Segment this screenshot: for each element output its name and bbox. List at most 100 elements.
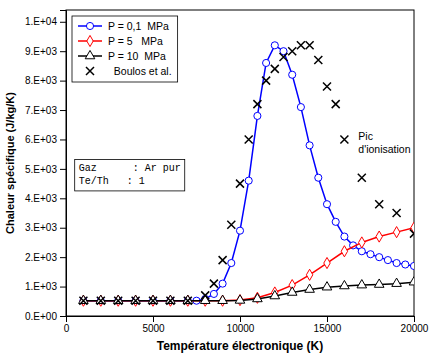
y-tick-label: 0.E+00 — [25, 311, 57, 322]
data-point — [393, 209, 401, 217]
data-point — [297, 41, 305, 49]
legend-label: Boulos et al. — [108, 65, 172, 77]
legend: P = 0,1 MPa P = 5 MPa P = 10 MPa Boulos et… — [72, 16, 178, 82]
data-point — [245, 135, 253, 143]
data-point — [210, 290, 217, 297]
x-tick: 15000 — [314, 316, 342, 334]
data-point — [332, 218, 339, 225]
y-tick-label: 9.E+03 — [25, 46, 57, 57]
data-point — [323, 201, 330, 208]
y-tick-mark — [60, 81, 66, 82]
data-point — [210, 280, 218, 288]
data-point — [367, 251, 374, 258]
data-point — [228, 259, 235, 266]
data-point — [358, 174, 366, 182]
y-tick-label: 5.E+03 — [25, 164, 57, 175]
data-point — [149, 297, 157, 305]
data-point — [340, 280, 350, 288]
legend-item: Boulos et al. — [86, 65, 172, 77]
legend-items: P = 0,1 MPa P = 5 MPa P = 10 MPa Boulos et… — [78, 20, 172, 77]
legend-marker — [86, 22, 93, 29]
data-point — [219, 256, 227, 264]
y-tick-label: 6.E+03 — [25, 134, 57, 145]
info-box-frame — [75, 159, 185, 191]
y-tick: 8.E+03 — [25, 75, 66, 86]
data-point — [340, 135, 348, 143]
y-tick: 5.E+03 — [25, 164, 66, 175]
series — [80, 222, 414, 306]
x-tick-label: 20000 — [401, 323, 429, 334]
y-tick-mark — [60, 198, 66, 199]
x-axis-title: Température électronique (K) — [157, 339, 323, 353]
data-point — [305, 284, 315, 292]
y-tick-label: 1.E+03 — [25, 281, 57, 292]
series-line — [83, 228, 414, 301]
y-tick-label: 4.E+03 — [25, 193, 57, 204]
x-axis-line — [67, 317, 415, 323]
data-point — [315, 174, 322, 181]
data-point — [245, 177, 252, 184]
y-tick: 3.E+03 — [25, 222, 66, 233]
y-tick-mark — [60, 257, 66, 258]
data-point — [322, 282, 332, 290]
data-point — [263, 59, 270, 66]
info-box-text: Gaz : Ar purTe/Th : 1 — [79, 163, 181, 187]
y-tick: 1.E+03 — [25, 281, 66, 292]
y-tick-label: 7.E+03 — [25, 105, 57, 116]
data-point — [184, 297, 192, 305]
data-point — [375, 200, 383, 208]
legend-frame — [72, 16, 178, 82]
legend-item: P = 0,1 MPa — [78, 20, 169, 32]
data-point — [287, 287, 297, 295]
y-axis-title: Chaleur spécifique (J/kg/K) — [4, 92, 16, 234]
data-point — [201, 291, 209, 299]
data-point — [271, 42, 278, 49]
y-tick-mark — [60, 316, 66, 317]
data-point — [280, 53, 288, 61]
x-tick-mark — [240, 316, 241, 322]
data-point — [392, 278, 402, 286]
x-tick-mark — [153, 316, 154, 322]
legend-label: P = 10 MPa — [108, 50, 166, 62]
data-point — [253, 100, 261, 108]
data-point — [306, 41, 314, 49]
y-tick-mark — [60, 51, 66, 52]
data-point — [254, 112, 261, 119]
data-point — [402, 261, 409, 268]
data-point — [376, 231, 382, 242]
y-axis-line — [60, 11, 67, 317]
y-tick-label: 2.E+03 — [25, 252, 57, 263]
data-point — [270, 290, 280, 298]
y-tick-label: 1.E+04 — [25, 16, 57, 27]
data-point — [288, 47, 296, 55]
data-point — [306, 269, 312, 280]
data-point — [357, 280, 367, 288]
data-point — [79, 297, 87, 305]
data-point — [166, 297, 174, 305]
x-tick-label: 10000 — [227, 323, 255, 334]
data-point — [341, 233, 348, 240]
series — [79, 277, 414, 304]
x-tick-label: 5000 — [142, 323, 165, 334]
legend-label: P = 5 MPa — [108, 35, 163, 47]
y-tick: 6.E+03 — [25, 134, 66, 145]
data-point — [359, 237, 365, 248]
info-box: Gaz : Ar purTe/Th : 1 — [75, 159, 185, 191]
y-tick-mark — [60, 228, 66, 229]
y-tick-mark — [60, 22, 66, 23]
y-tick-label: 3.E+03 — [25, 222, 57, 233]
y-tick-label: 8.E+03 — [25, 75, 57, 86]
y-tick-mark — [60, 287, 66, 288]
x-tick: 10000 — [227, 316, 255, 334]
data-point — [393, 259, 400, 266]
data-point — [306, 142, 313, 149]
y-axis: 0.E+00 1.E+03 2.E+03 3.E+03 4.E+03 5.E+03 6.E+… — [25, 11, 66, 322]
y-tick-mark — [60, 110, 66, 111]
x-tick: 0 — [64, 316, 70, 334]
y-tick: 0.E+00 — [25, 311, 66, 322]
data-point — [409, 277, 414, 285]
legend-item: P = 10 MPa — [78, 50, 166, 62]
plot-frame — [66, 10, 414, 316]
y-tick: 9.E+03 — [25, 46, 66, 57]
data-point — [235, 295, 245, 303]
